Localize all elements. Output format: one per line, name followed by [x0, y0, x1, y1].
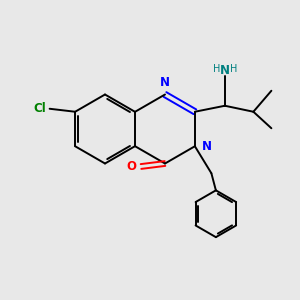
Text: N: N	[160, 76, 170, 89]
Text: O: O	[127, 160, 136, 173]
Text: H: H	[213, 64, 220, 74]
Text: N: N	[202, 140, 212, 153]
Text: Cl: Cl	[33, 102, 46, 115]
Text: N: N	[220, 64, 230, 77]
Text: H: H	[230, 64, 237, 74]
